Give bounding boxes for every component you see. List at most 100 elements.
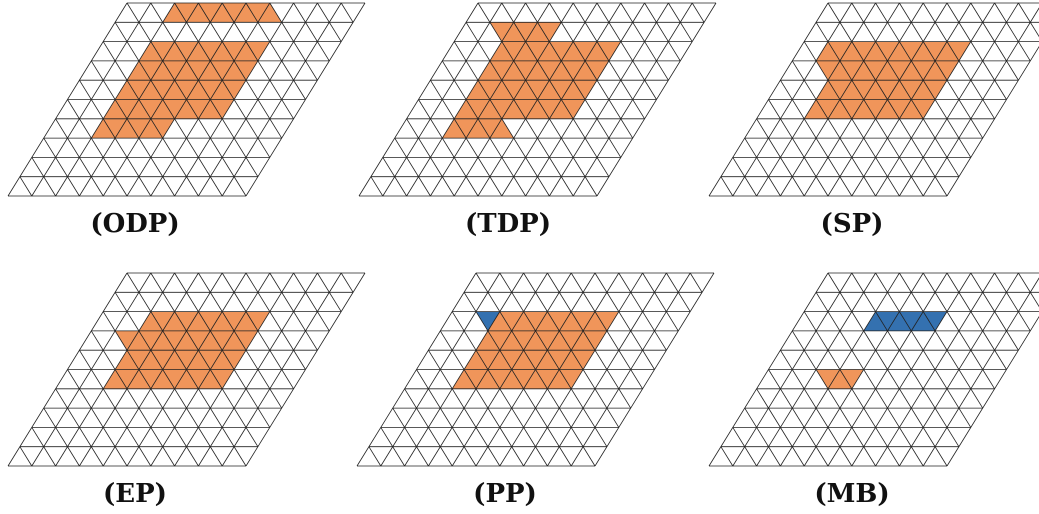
tdp-orange-triangle [537, 60, 562, 81]
pp-grid-diagonal-line [475, 272, 596, 467]
tdp-grid-diagonal-line [406, 118, 455, 197]
tdp-orange-triangle [585, 41, 609, 61]
pp-grid-diagonal-line [439, 330, 524, 467]
panel-odp: (ODP) [7, 2, 366, 239]
tdp-orange-triangle [466, 118, 490, 139]
odp-orange-triangle [150, 41, 175, 61]
ep-orange-triangle [234, 311, 258, 331]
mb-filled-triangles [816, 311, 947, 389]
odp-grid-diagonal-line [221, 2, 294, 120]
tdp-filled-triangles [442, 22, 621, 139]
ep-orange-triangle [186, 330, 211, 351]
odp-orange-triangle [198, 41, 223, 61]
odp-orange-triangle [222, 41, 246, 61]
ep-filled-triangles [103, 311, 270, 389]
ep-orange-triangle [246, 311, 270, 331]
mb-blue-triangle [911, 311, 936, 331]
ep-grid-diagonal-line [102, 311, 199, 467]
odp-orange-triangle [198, 3, 223, 23]
mb-grid-diagonal-line [970, 272, 1019, 351]
mb-blue-triangle [899, 311, 924, 331]
odp-grid-diagonal-line [90, 60, 175, 197]
pp-orange-triangle [559, 311, 584, 331]
ep-orange-triangle [115, 350, 139, 370]
sp-orange-triangle [875, 80, 900, 100]
ep-orange-triangle [210, 330, 235, 351]
mb-grid-diagonal-line [922, 272, 995, 390]
tdp-orange-triangle [597, 41, 621, 61]
ep-grid-diagonal-line [79, 349, 152, 467]
sp-orange-triangle [899, 60, 924, 81]
pp-grid-diagonal-line [368, 446, 382, 467]
odp-grid-diagonal-line [126, 2, 247, 197]
sp-orange-triangle [816, 60, 840, 81]
odp-grid-diagonal-line [293, 2, 330, 62]
odp-orange-triangle [222, 3, 246, 23]
pp-filled-triangles [452, 311, 619, 389]
tdp-grid-diagonal-line [370, 176, 384, 197]
sp-grid-diagonal-line [922, 2, 995, 120]
pp-orange-triangle [511, 330, 536, 351]
odp-orange-triangle [127, 99, 151, 119]
tdp-grid-diagonal-line [572, 2, 645, 120]
ep-orange-triangle [174, 330, 199, 351]
sp-orange-triangle [935, 60, 959, 81]
pp-orange-triangle [499, 369, 524, 389]
panel-mb: (MB) [708, 272, 1039, 509]
sp-grid-diagonal-line [756, 118, 805, 197]
sp-orange-triangle [875, 60, 900, 81]
sp-orange-triangle [887, 80, 912, 100]
pp-orange-triangle [547, 369, 572, 389]
tdp-orange-triangle [489, 99, 514, 119]
odp-grid-diagonal-line [245, 2, 306, 100]
pp-orange-triangle [511, 350, 536, 370]
sp-orange-triangle [851, 99, 876, 119]
odp-orange-triangle [210, 60, 235, 81]
tdp-grid-diagonal-line [453, 41, 550, 197]
ep-caption: (EP) [103, 479, 167, 509]
tdp-lattice-grid [358, 2, 717, 197]
pp-lattice-grid [356, 272, 715, 467]
sp-grid-diagonal-line [851, 2, 960, 177]
odp-orange-triangle [210, 41, 235, 61]
tdp-orange-triangle [573, 41, 597, 61]
sp-orange-triangle [911, 60, 936, 81]
pp-grid-diagonal-line [499, 272, 608, 447]
mb-grid-diagonal-line [720, 446, 734, 467]
sp-orange-triangle [887, 41, 912, 61]
tdp-orange-triangle [561, 60, 586, 81]
sp-orange-triangle [899, 80, 924, 100]
odp-orange-triangle [234, 41, 258, 61]
pp-grid-diagonal-line [428, 349, 501, 467]
mb-grid-diagonal-line [946, 272, 1007, 370]
odp-lattice-grid [7, 2, 366, 197]
ep-orange-triangle [198, 369, 223, 389]
mb-blue-triangle [887, 311, 912, 331]
tdp-orange-triangle [513, 80, 538, 100]
odp-orange-triangle [174, 60, 199, 81]
odp-orange-triangle [186, 80, 211, 100]
pp-orange-triangle [571, 330, 595, 351]
pp-orange-triangle [487, 369, 512, 389]
ep-orange-triangle [210, 350, 235, 370]
sp-orange-triangle [839, 41, 864, 61]
pp-orange-triangle [571, 311, 595, 331]
odp-orange-triangle [150, 60, 175, 81]
ep-lattice-grid [7, 272, 366, 467]
pp-orange-triangle [511, 311, 536, 331]
tdp-orange-triangle [501, 60, 526, 81]
pp-orange-triangle [535, 311, 560, 331]
pp-orange-triangle [559, 350, 584, 370]
pp-orange-triangle [476, 369, 500, 389]
odp-orange-triangle [103, 99, 127, 119]
tdp-grid-diagonal-line [394, 137, 431, 197]
pp-orange-triangle [511, 369, 536, 389]
pp-grid-diagonal-line [380, 427, 405, 467]
pp-grid-diagonal-line [404, 388, 453, 467]
ep-grid-diagonal-line [221, 272, 294, 390]
sp-orange-triangle [828, 60, 852, 81]
pp-orange-triangle [464, 350, 488, 370]
sp-orange-triangle [816, 41, 840, 61]
mb-blue-triangle [863, 311, 888, 331]
ep-orange-triangle [162, 369, 187, 389]
